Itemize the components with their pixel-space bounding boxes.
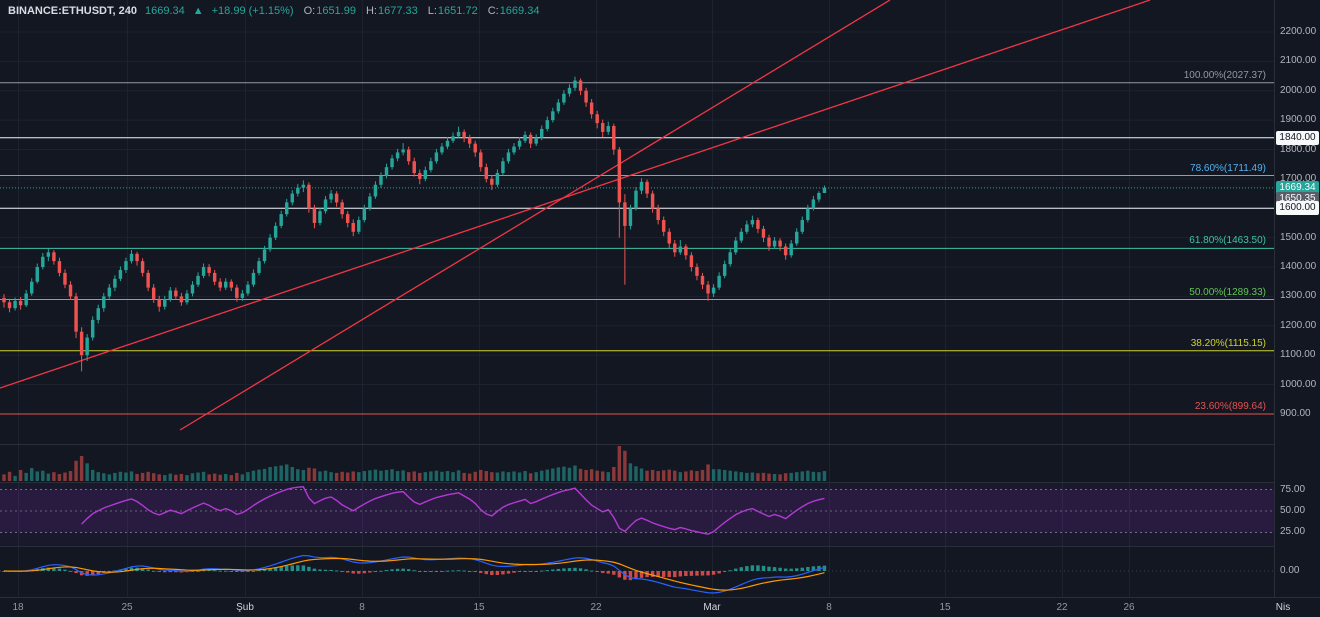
time-tick-label: 15 <box>939 602 951 613</box>
rsi-tick-label: 75.00 <box>1280 483 1306 495</box>
rsi-tick-label: 25.00 <box>1280 526 1306 538</box>
price-tick-label: 2100.00 <box>1280 55 1317 67</box>
price-tick-label: 1300.00 <box>1280 290 1317 302</box>
trendline[interactable] <box>0 0 1151 389</box>
price-tick-label: 1100.00 <box>1280 349 1316 361</box>
high-value: 1677.33 <box>377 5 418 17</box>
time-tick-label: Nis <box>1275 602 1291 613</box>
time-tick-label: Mar <box>703 602 721 613</box>
price-chart-svg[interactable] <box>0 0 1274 597</box>
time-tick-label: 8 <box>826 602 832 613</box>
price-tick-label: 1700.00 <box>1280 172 1317 184</box>
high-label: H: <box>365 5 377 17</box>
time-tick-label: 26 <box>1123 602 1135 613</box>
price-tick-label: 1900.00 <box>1280 114 1317 126</box>
macd-histogram <box>2 565 827 581</box>
low-value: 1651.72 <box>437 5 478 17</box>
time-tick-label: Şub <box>236 602 254 613</box>
price-tick-label: 1500.00 <box>1280 231 1317 243</box>
legend-change: +18.99 (+1.15%) <box>211 5 294 17</box>
up-arrow-icon: ▲ <box>192 5 204 17</box>
macd-signal-line <box>3 557 825 591</box>
price-tick-label: 1000.00 <box>1280 378 1317 390</box>
time-tick-label: 18 <box>12 602 24 613</box>
macd-line <box>3 554 825 594</box>
price-tick-label: 1800.00 <box>1280 143 1317 155</box>
price-badge: 1840.00 <box>1276 130 1319 145</box>
price-badge: 1600.00 <box>1276 201 1319 216</box>
time-tick-label: 15 <box>473 602 485 613</box>
chart-legend[interactable]: BINANCE:ETHUSDT, 240 1669.34 ▲ +18.99 (+… <box>8 5 539 17</box>
time-axis[interactable]: 18 25 Şub 8 15 22 Mar 8 15 22 26 Nis <box>0 597 1320 617</box>
open-label: O: <box>303 5 316 17</box>
volume-series <box>2 446 827 481</box>
close-value: 1669.34 <box>499 5 540 17</box>
close-label: C: <box>487 5 499 17</box>
low-label: L: <box>427 5 437 17</box>
time-tick-label: 22 <box>590 602 602 613</box>
symbol-title[interactable]: BINANCE:ETHUSDT, 240 <box>8 5 137 17</box>
price-axis[interactable]: 2200.00 2100.00 2000.00 1900.00 1800.00 1700.… <box>1274 0 1320 597</box>
legend-open: O: 1651.99 <box>302 5 356 17</box>
price-tick-label: 900.00 <box>1280 407 1311 419</box>
price-tick-label: 2200.00 <box>1280 25 1317 37</box>
time-tick-label: 22 <box>1056 602 1068 613</box>
legend-close: C: 1669.34 <box>486 5 540 17</box>
trendline[interactable] <box>179 0 891 431</box>
legend-high: H: 1677.33 <box>364 5 418 17</box>
time-tick-label: 8 <box>359 602 365 613</box>
open-value: 1651.99 <box>316 5 356 17</box>
time-tick-label: 25 <box>121 602 133 613</box>
price-tick-label: 2000.00 <box>1280 84 1317 96</box>
price-tick-label: 1200.00 <box>1280 319 1317 331</box>
macd-tick-label: 0.00 <box>1280 565 1300 576</box>
candlestick-series <box>2 76 827 372</box>
legend-last-price: 1669.34 <box>144 5 185 17</box>
rsi-line <box>81 486 825 535</box>
price-badge: 1669.34 <box>1276 180 1319 195</box>
price-tick-label: 1400.00 <box>1280 261 1317 273</box>
legend-low: L: 1651.72 <box>426 5 478 17</box>
rsi-tick-label: 50.00 <box>1280 505 1306 516</box>
